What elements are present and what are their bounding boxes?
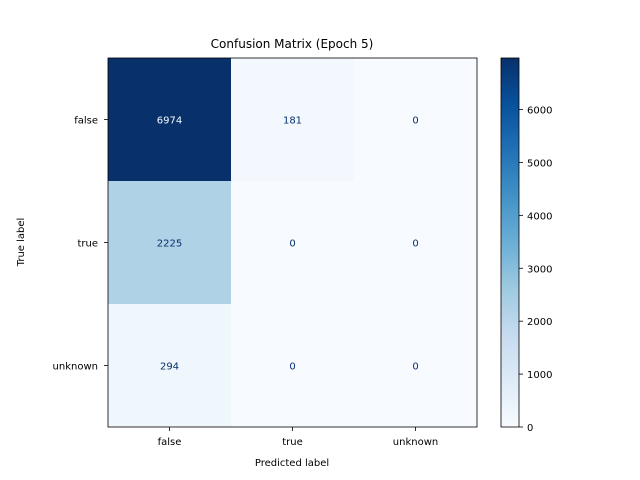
matrix-cell: [231, 58, 354, 181]
cell-value-label: 0: [289, 362, 295, 373]
x-tick-label: unknown: [393, 437, 438, 448]
colorbar-tick-label: 1000: [527, 370, 552, 381]
matrix-cell: [108, 181, 231, 304]
matrix-cell: [354, 58, 477, 181]
colorbar-tick-label: 2000: [527, 317, 552, 328]
matrix-cell: [354, 304, 477, 427]
cell-value-label: 0: [412, 116, 418, 127]
y-tick-label: unknown: [53, 362, 98, 373]
matrix-cell: [231, 304, 354, 427]
matrix-cell: [231, 181, 354, 304]
cell-value-label: 0: [412, 362, 418, 373]
x-axis-label: Predicted label: [255, 458, 329, 469]
cell-value-label: 0: [289, 239, 295, 250]
colorbar-tick-label: 3000: [527, 264, 552, 275]
colorbar-tick-label: 6000: [527, 106, 552, 117]
y-axis-ticks: false true unknown: [53, 116, 108, 373]
colorbar-tick-label: 4000: [527, 211, 552, 222]
x-tick-label: true: [282, 437, 303, 448]
y-tick-label: true: [77, 239, 98, 250]
cell-value-label: 0: [412, 239, 418, 250]
chart-title: Confusion Matrix (Epoch 5): [211, 37, 374, 51]
x-tick-label: false: [158, 437, 182, 448]
cell-value-label: 2225: [157, 239, 182, 250]
colorbar-tick-label: 0: [527, 423, 533, 434]
y-tick-label: false: [74, 116, 98, 127]
matrix-cell: [108, 304, 231, 427]
colorbar-tick-label: 5000: [527, 158, 552, 169]
cell-value-label: 6974: [157, 116, 182, 127]
matrix-cell-labels: 6974 181 0 2225 0 0 294 0 0: [157, 116, 419, 373]
x-axis-ticks: false true unknown: [158, 427, 438, 448]
colorbar: [500, 57, 520, 428]
matrix-cells: [108, 58, 477, 427]
matrix-cell: [108, 58, 231, 181]
cell-value-label: 294: [160, 362, 179, 373]
matrix-cell: [354, 181, 477, 304]
colorbar-ticks: 0 1000 2000 3000 4000 5000 6000: [519, 106, 552, 434]
y-axis-label: True label: [16, 218, 27, 268]
cell-value-label: 181: [283, 116, 302, 127]
